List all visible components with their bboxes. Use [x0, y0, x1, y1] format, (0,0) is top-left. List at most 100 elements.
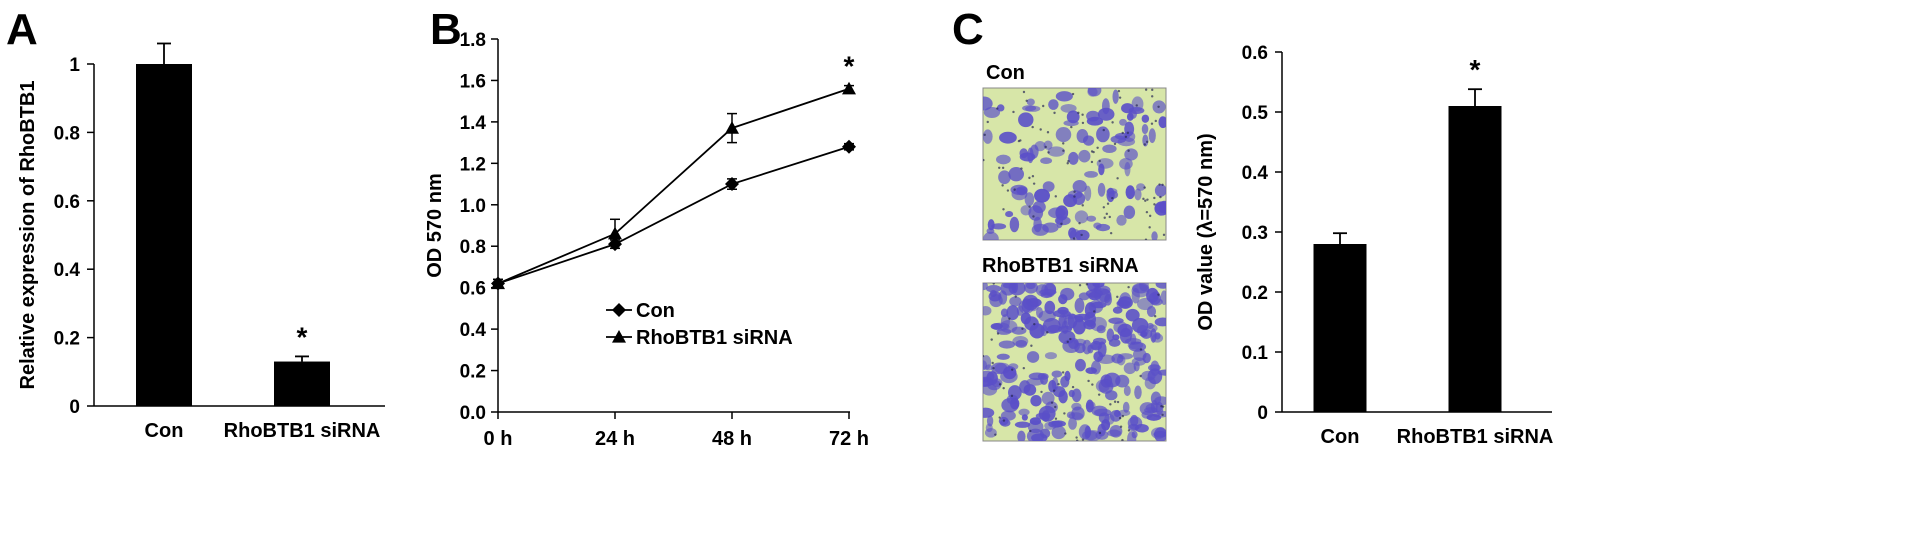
stained-cell [986, 415, 994, 427]
stained-cell [1056, 214, 1064, 229]
chart-a-relative-expression: 0 0.2 0.4 0.6 0.8 1 Con RhoBTB1 siRNA * Relative … [17, 42, 385, 442]
stained-cell [1014, 421, 1031, 428]
stained-cell [1023, 384, 1037, 396]
pore-dot [1073, 195, 1076, 198]
y-axis-label: OD 570 nm [424, 173, 446, 277]
pore-dot [1039, 128, 1042, 131]
pore-dot [1013, 188, 1016, 191]
stained-cell [1097, 107, 1115, 121]
pore-dot [992, 283, 995, 285]
pore-dot [1105, 212, 1109, 216]
stained-cell [1093, 222, 1102, 229]
y-tick-label: 0.8 [460, 237, 486, 258]
stained-cell [1098, 163, 1105, 176]
stained-cell [1030, 395, 1042, 407]
pore-dot [1033, 322, 1036, 326]
series-line [497, 87, 850, 285]
pore-dot [1010, 394, 1014, 398]
pore-dot [1116, 400, 1120, 404]
pore-dot [1126, 131, 1130, 135]
stained-cell [983, 96, 993, 111]
pore-dot [1146, 198, 1149, 201]
stained-cell [995, 154, 1011, 165]
y-tick-label: 0.2 [460, 362, 486, 383]
pore-dot [1151, 95, 1154, 98]
stained-cell [1151, 410, 1166, 418]
pore-dot [1111, 121, 1114, 124]
stained-cell [1112, 89, 1119, 104]
stained-cell [1116, 214, 1127, 226]
stained-cell [996, 328, 1012, 335]
pore-dot [1106, 202, 1110, 205]
pore-dot [1076, 439, 1079, 441]
pore-dot [1161, 413, 1164, 417]
stained-cell [1044, 352, 1057, 360]
stained-cell [1071, 402, 1082, 411]
stained-cell [1119, 118, 1127, 126]
stained-cell [1084, 302, 1097, 319]
data-point [842, 139, 856, 154]
pore-dot [1067, 159, 1070, 163]
pore-dot [1008, 317, 1011, 320]
chart-c-od-value: 0 0.1 0.2 0.3 0.4 0.5 0.6 Con RhoBTB1 siRNA * OD v… [1195, 43, 1553, 448]
stained-cell [1124, 148, 1138, 161]
stained-cell [1155, 283, 1166, 289]
stained-cell [1154, 332, 1161, 340]
stained-cell [1040, 291, 1053, 299]
pore-dot [1006, 189, 1010, 192]
pore-dot [1032, 215, 1035, 218]
pore-dot [1028, 176, 1031, 180]
pore-dot [1159, 195, 1162, 199]
stained-cell [983, 407, 995, 418]
pore-dot [1075, 436, 1078, 439]
pore-dot [1157, 293, 1160, 296]
stained-cell [1074, 315, 1084, 323]
y-tick-label: 0.8 [54, 123, 80, 144]
pore-dot [1072, 237, 1076, 240]
stained-cell [1063, 119, 1079, 127]
legend-marker [612, 303, 626, 317]
pore-dot [1046, 131, 1050, 134]
y-tick-label: 0.3 [1242, 223, 1268, 244]
x-tick-label: RhoBTB1 siRNA [1397, 426, 1554, 448]
pore-dot [1144, 88, 1148, 91]
pore-dot [1143, 186, 1146, 189]
stained-cell [1151, 291, 1160, 299]
micrograph-con-image [982, 87, 1167, 241]
stained-cell [1008, 167, 1024, 182]
pore-dot [1119, 425, 1123, 428]
pore-dot [1158, 183, 1161, 186]
pore-dot [1078, 221, 1081, 225]
y-tick-label: 0.4 [54, 260, 81, 281]
pore-dot [1148, 214, 1152, 218]
pore-dot [992, 367, 995, 370]
stained-cell [1060, 104, 1077, 113]
stained-cell [1131, 430, 1138, 439]
pore-dot [1118, 96, 1122, 99]
stained-cell [1101, 98, 1110, 115]
stained-cell [1102, 144, 1117, 154]
pore-dot [998, 166, 1001, 169]
series-con [491, 139, 856, 291]
stained-cell [1018, 408, 1030, 416]
pore-dot [1102, 206, 1106, 209]
y-tick-label: 1.0 [460, 196, 486, 217]
pore-dot [1153, 196, 1156, 200]
stained-cell [1108, 317, 1124, 324]
stained-cell [989, 294, 1003, 308]
pore-dot [1124, 135, 1128, 138]
stained-cell [1009, 296, 1022, 307]
stained-cell [1136, 324, 1149, 337]
stained-cell [1160, 290, 1166, 306]
pore-dot [1139, 348, 1143, 351]
y-tick-label: 0.2 [54, 329, 80, 350]
stained-cell [1123, 362, 1137, 375]
stained-cell [1125, 185, 1135, 200]
stained-cell [1126, 112, 1134, 121]
pore-dot [1087, 379, 1090, 383]
pore-dot [1116, 295, 1119, 299]
pore-dot [1031, 125, 1034, 129]
stained-cell [1072, 179, 1087, 193]
stained-cell [1119, 327, 1132, 344]
pore-dot [1111, 196, 1114, 200]
